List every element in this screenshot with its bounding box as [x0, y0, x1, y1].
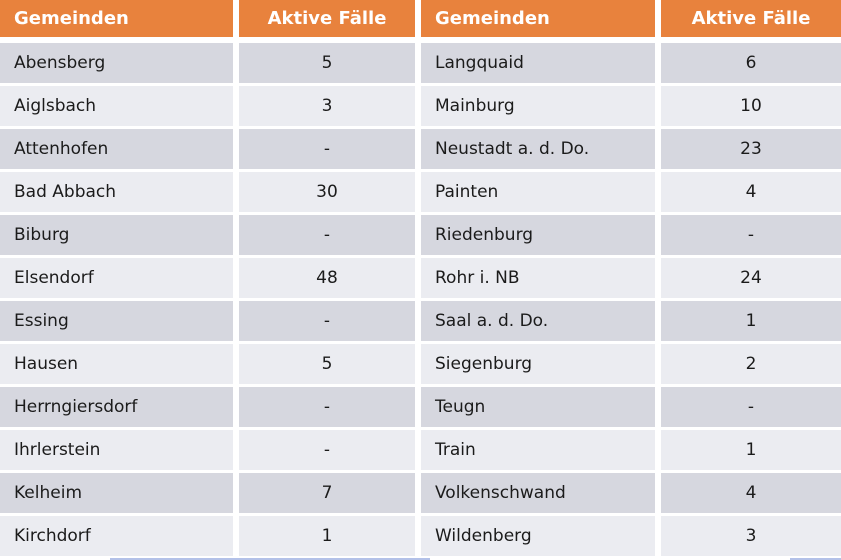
gemeinde-cell: Essing — [0, 301, 233, 341]
gemeinde-cell: Herrngiersdorf — [0, 387, 233, 427]
gemeinde-cell: Train — [421, 430, 655, 470]
faelle-cell: 1 — [661, 301, 841, 341]
faelle-cell: 4 — [661, 473, 841, 513]
faelle-cell: - — [239, 215, 415, 255]
faelle-cell: - — [239, 301, 415, 341]
faelle-cell: 5 — [239, 43, 415, 83]
faelle-cell: 48 — [239, 258, 415, 298]
gemeinde-cell: Saal a. d. Do. — [421, 301, 655, 341]
faelle-cell: 3 — [661, 516, 841, 556]
gemeinde-cell: Kirchdorf — [0, 516, 233, 556]
faelle-cell: 3 — [239, 86, 415, 126]
gemeinde-cell: Riedenburg — [421, 215, 655, 255]
gemeinde-cell: Bad Abbach — [0, 172, 233, 212]
faelle-cell: - — [661, 215, 841, 255]
gemeinde-cell: Hausen — [0, 344, 233, 384]
gemeinde-cell: Volkenschwand — [421, 473, 655, 513]
gemeinde-cell: Biburg — [0, 215, 233, 255]
column-header-aktive-faelle-right: Aktive Fälle — [661, 0, 841, 37]
gemeinde-cell: Attenhofen — [0, 129, 233, 169]
gemeinde-cell: Ihrlerstein — [0, 430, 233, 470]
gemeinde-cell: Langquaid — [421, 43, 655, 83]
gemeinde-cell: Siegenburg — [421, 344, 655, 384]
faelle-cell: - — [661, 387, 841, 427]
column-header-gemeinden-right: Gemeinden — [421, 0, 655, 37]
column-header-aktive-faelle-left: Aktive Fälle — [239, 0, 415, 37]
faelle-cell: 2 — [661, 344, 841, 384]
faelle-cell: - — [239, 387, 415, 427]
faelle-cell: 10 — [661, 86, 841, 126]
gemeinde-cell: Teugn — [421, 387, 655, 427]
faelle-cell: 7 — [239, 473, 415, 513]
gemeinde-cell: Wildenberg — [421, 516, 655, 556]
gemeinde-cell: Abensberg — [0, 43, 233, 83]
faelle-cell: 5 — [239, 344, 415, 384]
gemeinde-cell: Painten — [421, 172, 655, 212]
column-aktive-faelle-right: Aktive Fälle 6 10 23 4-24 1 2-1 4 3 — [661, 0, 841, 560]
gemeinde-cell: Rohr i. NB — [421, 258, 655, 298]
bottom-accent-line-right — [790, 558, 841, 560]
gemeinde-cell: Neustadt a. d. Do. — [421, 129, 655, 169]
faelle-cell: 24 — [661, 258, 841, 298]
column-gemeinden-left: Gemeinden Abensberg Aiglsbach Attenhofen Ba… — [0, 0, 233, 560]
faelle-cell: 23 — [661, 129, 841, 169]
column-gemeinden-right: Gemeinden Langquaid Mainburg Neustadt a. d… — [421, 0, 655, 560]
faelle-cell: 6 — [661, 43, 841, 83]
faelle-cell: 1 — [661, 430, 841, 470]
gemeinde-cell: Kelheim — [0, 473, 233, 513]
column-header-gemeinden-left: Gemeinden — [0, 0, 233, 37]
faelle-cell: 1 — [239, 516, 415, 556]
faelle-cell: - — [239, 129, 415, 169]
gemeinde-cell: Aiglsbach — [0, 86, 233, 126]
faelle-cell: 4 — [661, 172, 841, 212]
faelle-cell: 30 — [239, 172, 415, 212]
gemeinde-cell: Mainburg — [421, 86, 655, 126]
column-aktive-faelle-left: Aktive Fälle 5 3-30-48-5- -7 1 — [239, 0, 415, 560]
gemeinde-cell: Elsendorf — [0, 258, 233, 298]
bottom-accent-line-left — [110, 558, 430, 560]
faelle-cell: - — [239, 430, 415, 470]
